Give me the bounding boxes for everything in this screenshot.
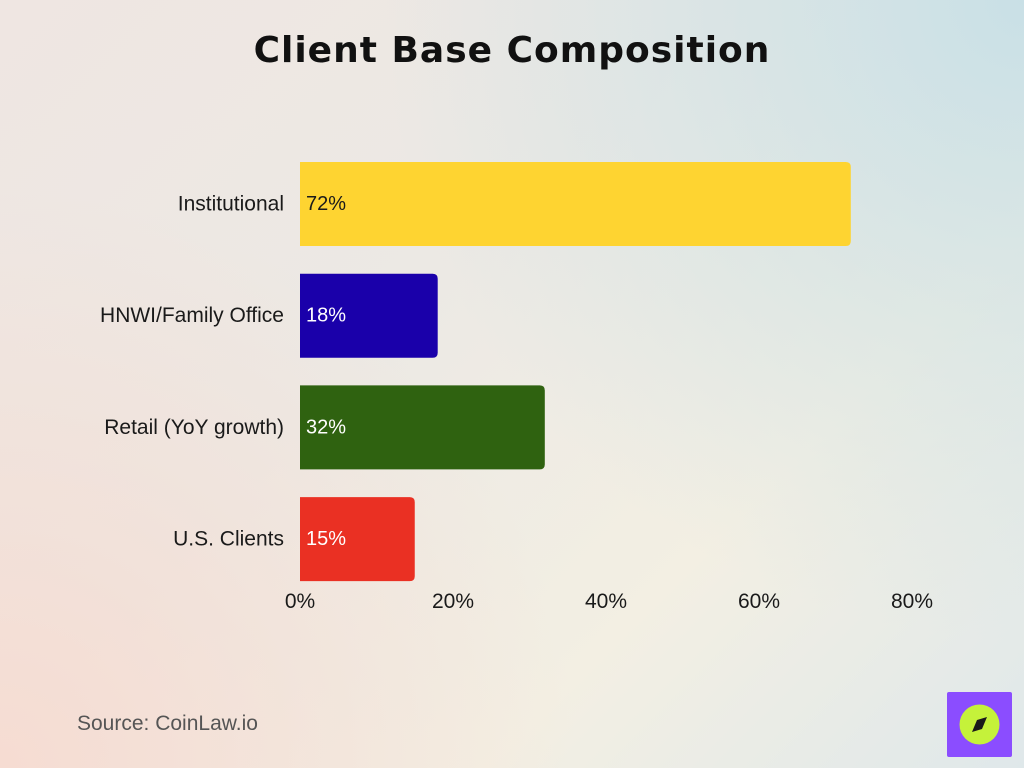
x-tick-label: 80% xyxy=(891,590,933,613)
chart-title: Client Base Composition xyxy=(253,30,771,71)
x-tick-label: 60% xyxy=(738,590,780,613)
category-label-hnwi-family-office: HNWI/Family Office xyxy=(100,304,284,327)
x-tick-label: 20% xyxy=(432,590,474,613)
x-tick-label: 0% xyxy=(285,590,315,613)
bar-hnwi-family-office xyxy=(300,273,438,358)
category-label-institutional: Institutional xyxy=(178,193,284,216)
value-label-institutional: 72% xyxy=(306,193,346,215)
bar-institutional xyxy=(300,162,851,246)
category-label-retail-yoy-growth: Retail (YoY growth) xyxy=(104,416,284,439)
bar-u-s-clients xyxy=(300,497,415,582)
compass-icon xyxy=(959,704,1000,745)
bar-chart: Institutional 72% HNWI/Family Office 18% Ret… xyxy=(100,162,933,613)
x-tick-label: 40% xyxy=(585,590,627,613)
brand-logo xyxy=(947,692,1012,757)
value-label-retail-yoy-growth: 32% xyxy=(306,416,346,438)
bar-retail-yoy-growth xyxy=(300,385,545,470)
value-label-hnwi-family-office: 18% xyxy=(306,305,346,327)
value-label-u-s-clients: 15% xyxy=(306,528,346,550)
source-note: Source: CoinLaw.io xyxy=(77,712,258,735)
category-label-u-s-clients: U.S. Clients xyxy=(173,528,284,551)
